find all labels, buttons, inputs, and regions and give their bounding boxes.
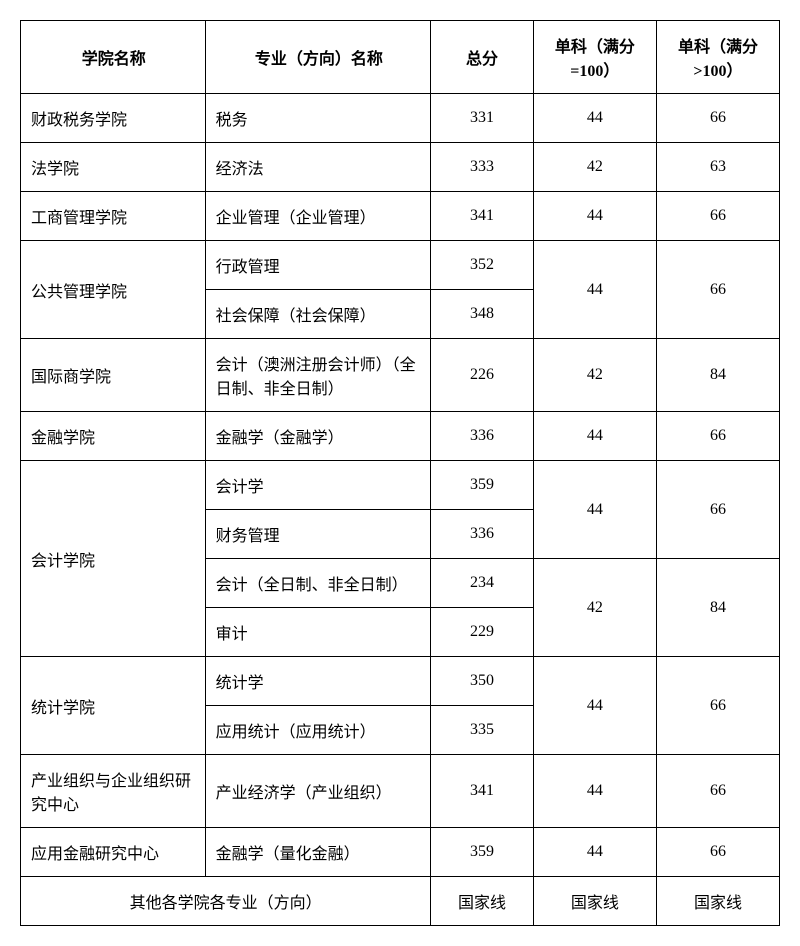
cell-sub2: 66: [656, 461, 779, 559]
cell-school: 金融学院: [21, 412, 206, 461]
cell-sub2: 66: [656, 657, 779, 755]
cell-sub2: 66: [656, 94, 779, 143]
cell-total: 229: [431, 608, 534, 657]
table-row: 公共管理学院 行政管理 352 44 66: [21, 241, 780, 290]
cell-major: 经济法: [205, 143, 431, 192]
cell-sub2: 66: [656, 192, 779, 241]
table-row: 法学院 经济法 333 42 63: [21, 143, 780, 192]
table-row: 产业组织与企业组织研究中心 产业经济学（产业组织） 341 44 66: [21, 755, 780, 828]
cell-major: 会计学: [205, 461, 431, 510]
cell-sub1: 42: [533, 143, 656, 192]
table-row: 应用金融研究中心 金融学（量化金融） 359 44 66: [21, 828, 780, 877]
header-sub1: 单科（满分=100）: [533, 21, 656, 94]
cell-total: 336: [431, 510, 534, 559]
cell-major: 行政管理: [205, 241, 431, 290]
cell-major: 产业经济学（产业组织）: [205, 755, 431, 828]
cell-school: 法学院: [21, 143, 206, 192]
cell-total: 359: [431, 828, 534, 877]
footer-label: 其他各学院各专业（方向）: [21, 877, 431, 926]
cell-major: 税务: [205, 94, 431, 143]
cell-school: 统计学院: [21, 657, 206, 755]
cell-major: 财务管理: [205, 510, 431, 559]
footer-sub2: 国家线: [656, 877, 779, 926]
cell-sub1: 44: [533, 657, 656, 755]
cell-major: 统计学: [205, 657, 431, 706]
header-school: 学院名称: [21, 21, 206, 94]
cell-school: 会计学院: [21, 461, 206, 657]
cell-major: 企业管理（企业管理）: [205, 192, 431, 241]
cell-school: 产业组织与企业组织研究中心: [21, 755, 206, 828]
cell-school: 财政税务学院: [21, 94, 206, 143]
cell-total: 226: [431, 339, 534, 412]
table-footer-row: 其他各学院各专业（方向） 国家线 国家线 国家线: [21, 877, 780, 926]
cell-sub2: 66: [656, 828, 779, 877]
table-row: 统计学院 统计学 350 44 66: [21, 657, 780, 706]
cell-total: 331: [431, 94, 534, 143]
header-sub2: 单科（满分>100）: [656, 21, 779, 94]
cell-major: 审计: [205, 608, 431, 657]
footer-sub1: 国家线: [533, 877, 656, 926]
cell-total: 341: [431, 192, 534, 241]
cell-major: 会计（全日制、非全日制）: [205, 559, 431, 608]
cell-total: 352: [431, 241, 534, 290]
cell-sub1: 44: [533, 192, 656, 241]
cell-total: 234: [431, 559, 534, 608]
cell-sub1: 42: [533, 559, 656, 657]
cell-sub2: 63: [656, 143, 779, 192]
cell-sub1: 44: [533, 828, 656, 877]
cell-major: 会计（澳洲注册会计师）（全日制、非全日制）: [205, 339, 431, 412]
table-header-row: 学院名称 专业（方向）名称 总分 单科（满分=100） 单科（满分>100）: [21, 21, 780, 94]
table-row: 金融学院 金融学（金融学） 336 44 66: [21, 412, 780, 461]
cell-sub2: 66: [656, 412, 779, 461]
cell-sub2: 66: [656, 755, 779, 828]
cell-sub2: 84: [656, 339, 779, 412]
cell-total: 335: [431, 706, 534, 755]
cell-school: 公共管理学院: [21, 241, 206, 339]
cell-sub2: 66: [656, 241, 779, 339]
table-row: 国际商学院 会计（澳洲注册会计师）（全日制、非全日制） 226 42 84: [21, 339, 780, 412]
cell-school: 工商管理学院: [21, 192, 206, 241]
header-major: 专业（方向）名称: [205, 21, 431, 94]
cell-sub1: 44: [533, 461, 656, 559]
header-total: 总分: [431, 21, 534, 94]
cell-total: 336: [431, 412, 534, 461]
cell-school: 应用金融研究中心: [21, 828, 206, 877]
cell-total: 333: [431, 143, 534, 192]
cell-total: 341: [431, 755, 534, 828]
cell-total: 350: [431, 657, 534, 706]
cell-total: 348: [431, 290, 534, 339]
cell-sub1: 44: [533, 94, 656, 143]
admission-scores-table: 学院名称 专业（方向）名称 总分 单科（满分=100） 单科（满分>100） 财…: [20, 20, 780, 926]
table-row: 工商管理学院 企业管理（企业管理） 341 44 66: [21, 192, 780, 241]
cell-school: 国际商学院: [21, 339, 206, 412]
cell-sub1: 44: [533, 241, 656, 339]
cell-major: 社会保障（社会保障）: [205, 290, 431, 339]
cell-sub1: 44: [533, 412, 656, 461]
cell-major: 金融学（量化金融）: [205, 828, 431, 877]
cell-total: 359: [431, 461, 534, 510]
cell-sub1: 42: [533, 339, 656, 412]
cell-sub2: 84: [656, 559, 779, 657]
footer-total: 国家线: [431, 877, 534, 926]
table-row: 会计学院 会计学 359 44 66: [21, 461, 780, 510]
cell-sub1: 44: [533, 755, 656, 828]
table-row: 财政税务学院 税务 331 44 66: [21, 94, 780, 143]
cell-major: 应用统计（应用统计）: [205, 706, 431, 755]
cell-major: 金融学（金融学）: [205, 412, 431, 461]
